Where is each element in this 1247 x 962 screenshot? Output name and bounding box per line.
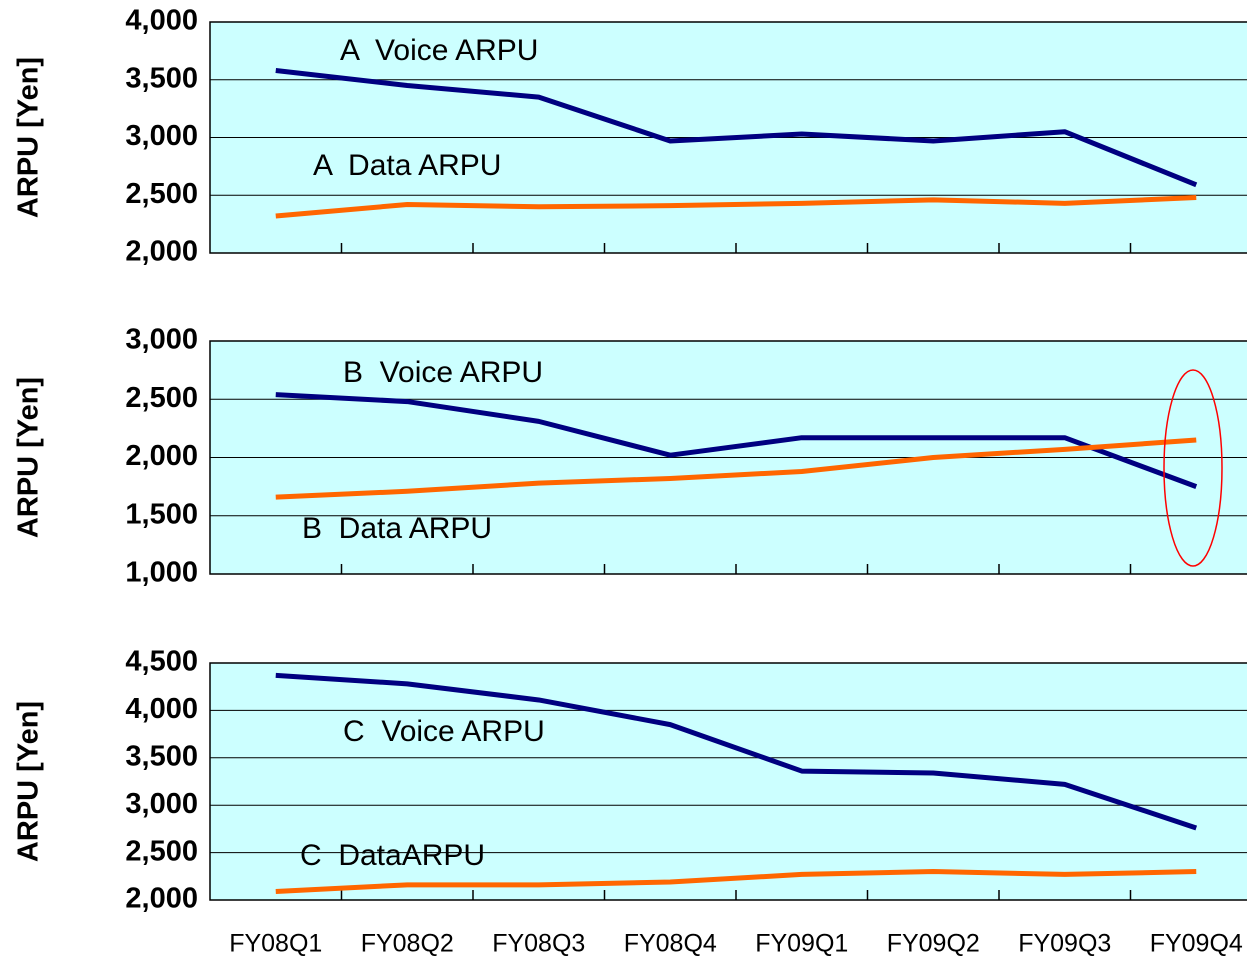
y-tick-label: 4,000: [125, 693, 198, 725]
x-tick-label: FY09Q4: [1150, 930, 1243, 958]
plot-area: [209, 662, 1247, 901]
line-series: [275, 869, 1197, 894]
series-label: B Voice ARPU: [343, 356, 543, 389]
line-series: [275, 68, 1198, 188]
line-series: [275, 195, 1197, 219]
x-tick-label: FY08Q1: [229, 930, 322, 958]
x-tick-label: FY09Q2: [887, 930, 980, 958]
x-tick-label: FY08Q2: [361, 930, 454, 958]
y-tick-label: 4,000: [125, 5, 198, 37]
y-tick-label: 2,500: [125, 178, 198, 210]
y-tick-label: 3,500: [125, 740, 198, 772]
x-tick-label: FY09Q3: [1018, 930, 1111, 958]
line-series: [275, 437, 1197, 500]
y-tick-label: 3,000: [125, 788, 198, 820]
y-tick-label: 1,500: [125, 498, 198, 530]
line-series: [275, 672, 1198, 831]
y-tick-label: 2,500: [125, 835, 198, 867]
series-label: C Voice ARPU: [343, 715, 545, 748]
y-tick-label: 1,000: [125, 557, 198, 589]
y-tick-label: 2,500: [125, 382, 198, 414]
y-tick-label: 2,000: [125, 883, 198, 915]
y-tick-label: 3,000: [125, 120, 198, 152]
highlight-ellipse: [1163, 369, 1223, 567]
series-label: C DataARPU: [300, 839, 485, 872]
line-series: [275, 392, 1198, 489]
series-label: A Data ARPU: [313, 149, 501, 182]
x-tick-label: FY08Q3: [492, 930, 585, 958]
x-tick-label: FY08Q4: [624, 930, 717, 958]
y-axis-label: ARPU [Yen]: [13, 701, 45, 862]
y-tick-label: 2,000: [125, 236, 198, 268]
y-tick-label: 2,000: [125, 440, 198, 472]
y-tick-label: 3,500: [125, 62, 198, 94]
series-label: B Data ARPU: [302, 512, 492, 545]
x-tick-label: FY09Q1: [755, 930, 848, 958]
series-label: A Voice ARPU: [340, 34, 538, 67]
y-axis-label: ARPU [Yen]: [13, 57, 45, 218]
y-tick-label: 3,000: [125, 324, 198, 356]
y-axis-label: ARPU [Yen]: [13, 377, 45, 538]
y-tick-label: 4,500: [125, 646, 198, 678]
